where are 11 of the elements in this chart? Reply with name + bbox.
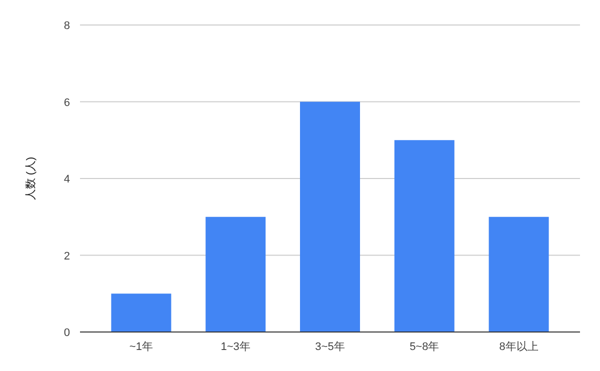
y-tick-label: 0 xyxy=(64,327,70,339)
x-tick-label: 5~8年 xyxy=(410,341,440,353)
y-tick-label: 4 xyxy=(64,174,70,186)
y-axis-title: 人数 (人) xyxy=(25,156,37,200)
x-tick-label: ~1年 xyxy=(129,341,153,353)
x-tick-label: 1~3年 xyxy=(220,341,250,353)
x-tick-label: 8年以上 xyxy=(499,340,538,353)
y-tick-label: 2 xyxy=(64,250,70,262)
y-tick-label: 6 xyxy=(64,96,70,109)
x-tick-label: 3~5年 xyxy=(315,341,345,353)
y-tick-label: 8 xyxy=(64,20,70,32)
